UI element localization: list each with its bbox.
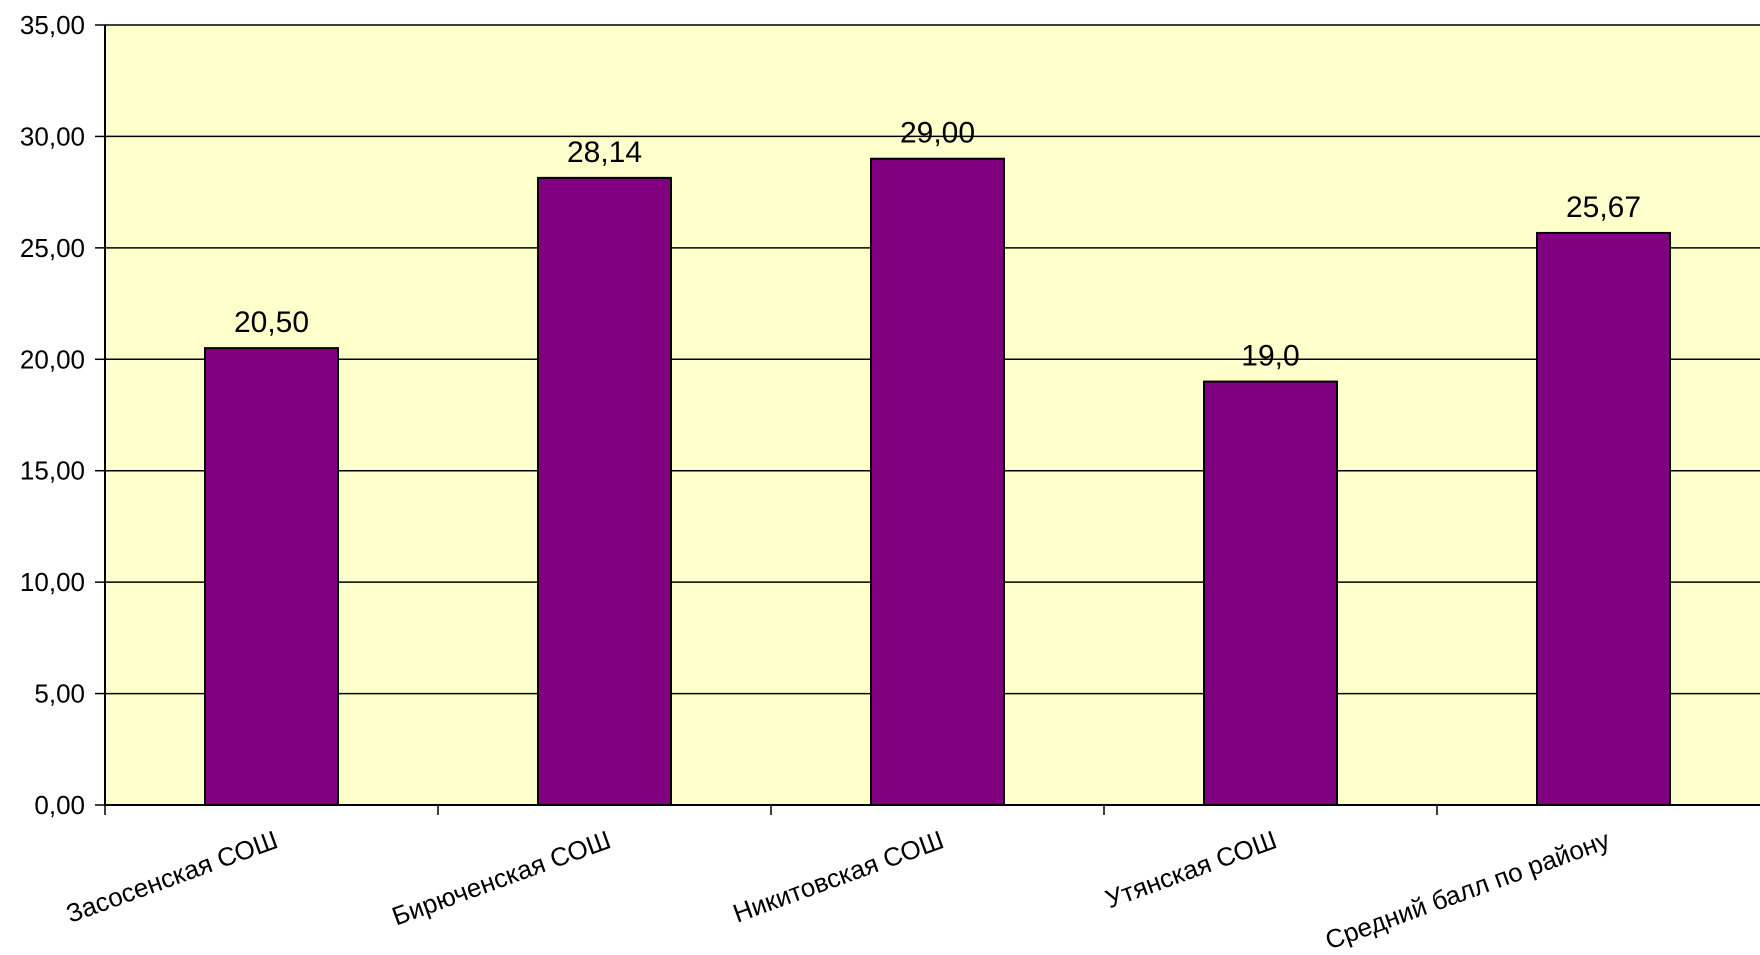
y-tick-labels: 0,00 5,00 10,00 15,00 20,00 25,00 30,00 35,00 bbox=[20, 10, 85, 820]
data-labels: 20,50 28,14 29,00 19,0 25,67 bbox=[234, 117, 1641, 373]
data-label: 20,50 bbox=[234, 306, 309, 339]
data-label: 25,67 bbox=[1566, 191, 1641, 224]
data-label: 28,14 bbox=[567, 136, 642, 169]
y-tick-label: 25,00 bbox=[20, 233, 85, 263]
data-label: 29,00 bbox=[900, 117, 975, 150]
bar bbox=[537, 176, 672, 806]
category-label: Средний балл по району bbox=[1321, 824, 1613, 955]
axes bbox=[95, 24, 1760, 815]
bar bbox=[204, 347, 339, 806]
category-label: Никитовская СОШ bbox=[729, 824, 948, 928]
y-tick-label: 15,00 bbox=[20, 456, 85, 486]
bar bbox=[870, 157, 1005, 806]
y-tick-label: 20,00 bbox=[20, 344, 85, 374]
category-label: Бирюченская СОШ bbox=[388, 824, 615, 931]
data-label: 19,0 bbox=[1241, 340, 1299, 373]
y-tick-label: 0,00 bbox=[34, 790, 85, 820]
bar bbox=[1203, 380, 1338, 806]
category-label: Утянская СОШ bbox=[1101, 824, 1280, 914]
category-labels: Засосенская СОШ Бирюченская СОШ Никитовска… bbox=[62, 824, 1614, 955]
category-label: Засосенская СОШ bbox=[62, 824, 282, 928]
y-tick-label: 30,00 bbox=[20, 121, 85, 151]
bar bbox=[1536, 231, 1671, 806]
y-tick-label: 10,00 bbox=[20, 567, 85, 597]
y-tick-label: 35,00 bbox=[20, 10, 85, 40]
y-tick-label: 5,00 bbox=[34, 679, 85, 709]
